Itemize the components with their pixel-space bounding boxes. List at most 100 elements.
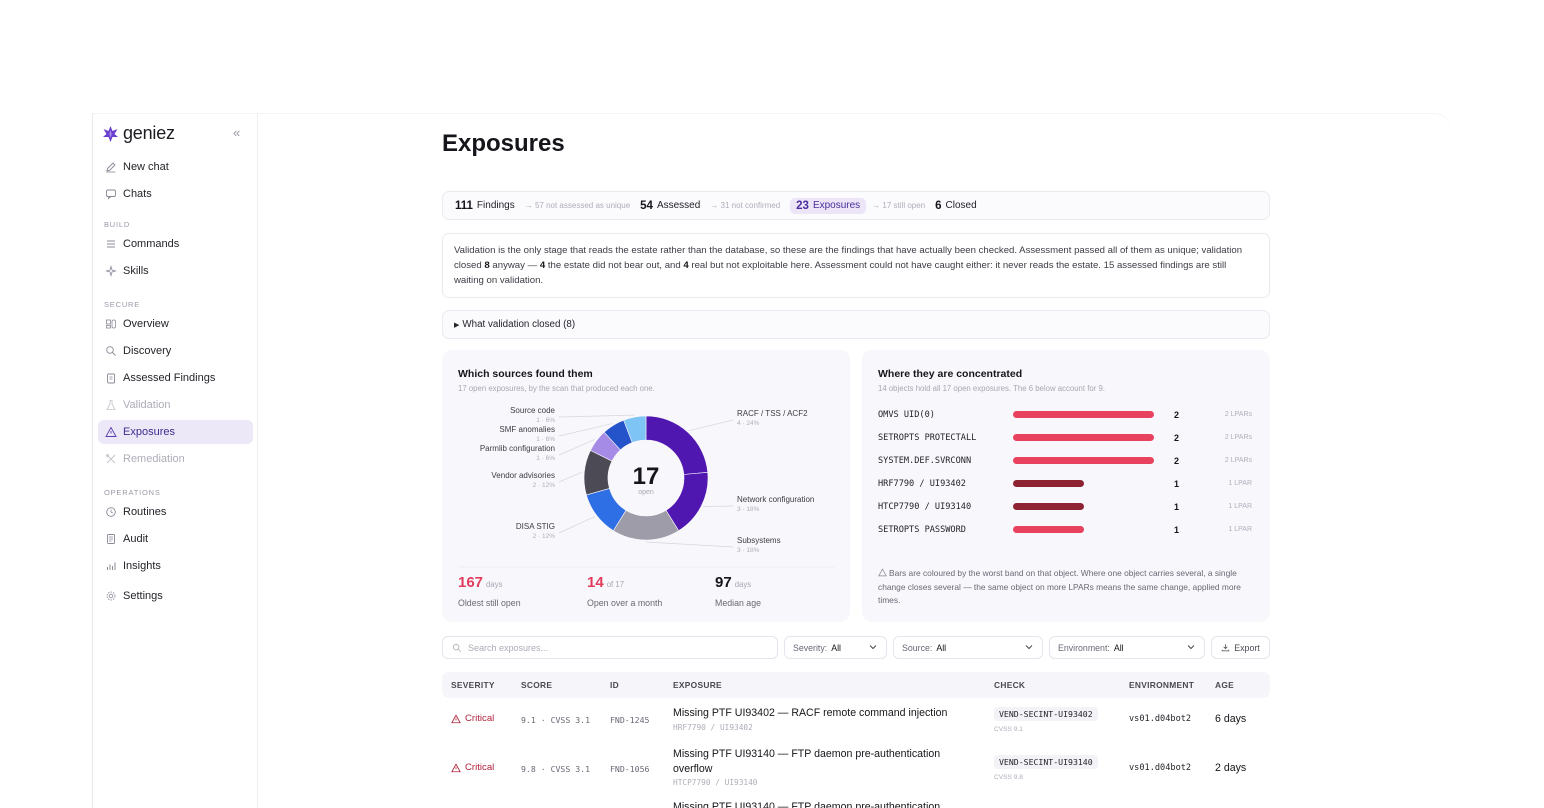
sidebar-item-discovery[interactable]: Discovery: [98, 339, 253, 363]
sidebar-item-chats[interactable]: Chats: [98, 182, 253, 206]
concentration-row[interactable]: HTCP7790 / UI93140 1 1 LPAR: [878, 498, 1262, 515]
table-row[interactable]: Missing PTF UI93140 — FTP daemon pre-aut…: [442, 800, 1270, 808]
check-id: VEND-SECINT-UI93402: [994, 707, 1098, 721]
closed-count: 6: [935, 199, 942, 212]
exposures-chip[interactable]: 23 Exposures: [790, 197, 867, 214]
lpar-count: 1 LPAR: [1228, 526, 1252, 533]
donut-leader-line: [558, 423, 613, 437]
search-exposures-input[interactable]: Search exposures...: [442, 636, 778, 659]
concentration-bar-fill: [1013, 526, 1084, 533]
concentration-row[interactable]: SYSTEM.DEF.SVRCONN 2 2 LPARs: [878, 452, 1262, 469]
pipeline-summary: 111 Findings → 57 not assessed as unique…: [442, 191, 1270, 220]
donut-slice-value: 1 · 6%: [536, 417, 555, 424]
sidebar-item-exposures[interactable]: Exposures: [98, 420, 253, 444]
donut-leader-line: [558, 516, 596, 534]
sidebar-item-skills[interactable]: Skills: [98, 259, 253, 283]
col-score[interactable]: SCORE: [521, 680, 553, 690]
donut-slice-label: Vendor advisories: [491, 471, 555, 480]
concentration-bar-fill: [1013, 503, 1084, 510]
finding-id: FND-1245: [610, 715, 650, 725]
edit-icon: [106, 162, 116, 173]
stat-unit: of 17: [606, 580, 625, 589]
tools-icon: [105, 453, 116, 464]
select-value: All: [831, 642, 842, 653]
donut-leader-line: [558, 439, 596, 456]
sidebar-item-overview[interactable]: Overview: [98, 312, 253, 336]
stat-over-month: 14 of 17 Open over a month: [587, 574, 662, 608]
sidebar-item-label: Routines: [123, 506, 167, 518]
environment-select[interactable]: Environment: All: [1049, 636, 1205, 659]
exposure-title: Missing PTF UI93402 — RACF remote comman…: [673, 707, 948, 719]
donut-slice-label: Network configuration: [737, 495, 814, 504]
bar-chart-icon: [107, 562, 116, 570]
sidebar-item-label: Assessed Findings: [123, 372, 216, 384]
severity-select[interactable]: Severity: All: [784, 636, 887, 659]
select-value: All: [1113, 642, 1124, 653]
exposure-subtitle: HTCP7790 / UI93140: [673, 778, 758, 787]
col-exposure[interactable]: EXPOSURE: [673, 680, 722, 690]
concentration-card-subtitle: 14 objects hold all 17 open exposures. T…: [878, 384, 1105, 393]
source-select[interactable]: Source: All: [893, 636, 1043, 659]
col-age[interactable]: AGE: [1215, 680, 1235, 690]
app-window: [92, 113, 1452, 808]
donut-leader-line: [558, 414, 635, 418]
concentration-bar-fill: [1013, 411, 1154, 418]
assessed-count: 54: [640, 199, 653, 212]
geniez-logo-icon: [103, 125, 118, 142]
list-icon: [107, 240, 115, 248]
select-label: Source:: [902, 642, 933, 653]
environment: vs01.d04bot2: [1129, 763, 1192, 773]
severity-badge: Critical: [451, 713, 494, 724]
sidebar-item-settings[interactable]: Settings: [98, 584, 253, 608]
sidebar-item-insights[interactable]: Insights: [98, 554, 253, 578]
sparkle-icon: [105, 265, 117, 277]
table-row[interactable]: Critical 9.1 · CVSS 3.1 FND-1245 Missing…: [442, 700, 1270, 744]
concentration-row[interactable]: OMVS UID(0) 2 2 LPARs: [878, 406, 1262, 423]
sidebar-item-label: Discovery: [123, 345, 172, 357]
findings-count: 111: [455, 199, 473, 212]
donut-slice[interactable]: [623, 415, 647, 443]
table-header: SEVERITY SCORE ID EXPOSURE CHECK ENVIRON…: [442, 672, 1270, 698]
lpar-count: 1 LPAR: [1228, 480, 1252, 487]
stat-caption: Median age: [715, 598, 761, 608]
exposures-count: 23: [796, 199, 809, 212]
concentration-card: Where they are concentrated 14 objects h…: [862, 350, 1270, 622]
warning-icon: [878, 568, 887, 577]
sidebar-item-new-chat[interactable]: New chat: [98, 155, 253, 179]
donut-slice-value: 1 · 6%: [536, 455, 555, 462]
sidebar-item-commands[interactable]: Commands: [98, 232, 253, 256]
sidebar-item-routines[interactable]: Routines: [98, 500, 253, 524]
sidebar-item-label: Validation: [123, 399, 171, 411]
concentration-footnote: Bars are coloured by the worst band on t…: [878, 568, 1241, 605]
concentration-row[interactable]: HRF7790 / UI93402 1 1 LPAR: [878, 475, 1262, 492]
sidebar-item-label: Insights: [123, 560, 161, 572]
donut-slice-label: Parmlib configuration: [480, 444, 555, 453]
export-button[interactable]: Export: [1211, 636, 1270, 659]
col-environment[interactable]: ENVIRONMENT: [1129, 680, 1195, 690]
col-severity[interactable]: SEVERITY: [451, 680, 495, 690]
assessed-label: Assessed: [656, 200, 701, 211]
sidebar-item-label: Settings: [123, 590, 163, 602]
col-check[interactable]: CHECK: [994, 680, 1026, 690]
export-label: Export: [1234, 642, 1260, 653]
donut-slice-value: 3 · 18%: [737, 506, 760, 513]
warning-icon: [451, 713, 461, 723]
validation-closed-disclosure[interactable]: ▶ What validation closed (8): [442, 310, 1270, 339]
table-row[interactable]: Critical 9.8 · CVSS 3.1 FND-1056 Missing…: [442, 746, 1270, 798]
sidebar-item-label: Skills: [123, 265, 149, 277]
brand[interactable]: geniez: [102, 123, 175, 144]
col-id[interactable]: ID: [610, 680, 619, 690]
sidebar-item-label: Exposures: [123, 426, 175, 438]
doc-icon: [107, 534, 115, 544]
concentration-row[interactable]: SETROPTS PROTECTALL 2 2 LPARs: [878, 429, 1262, 446]
concentration-row[interactable]: SETROPTS PASSWORD 1 1 LPAR: [878, 521, 1262, 538]
sidebar-item-audit[interactable]: Audit: [98, 527, 253, 551]
sidebar-item-label: Audit: [123, 533, 149, 545]
pipeline-note-2: → 31 not confirmed: [710, 201, 781, 210]
sidebar-item-validation: Validation: [98, 393, 253, 417]
clipboard-icon: [107, 373, 115, 384]
sidebar-item-assessed-findings[interactable]: Assessed Findings: [98, 366, 253, 390]
collapse-sidebar-icon[interactable]: «: [233, 125, 241, 140]
object-count: 1: [1174, 501, 1180, 512]
severity-badge: Critical: [451, 762, 494, 773]
